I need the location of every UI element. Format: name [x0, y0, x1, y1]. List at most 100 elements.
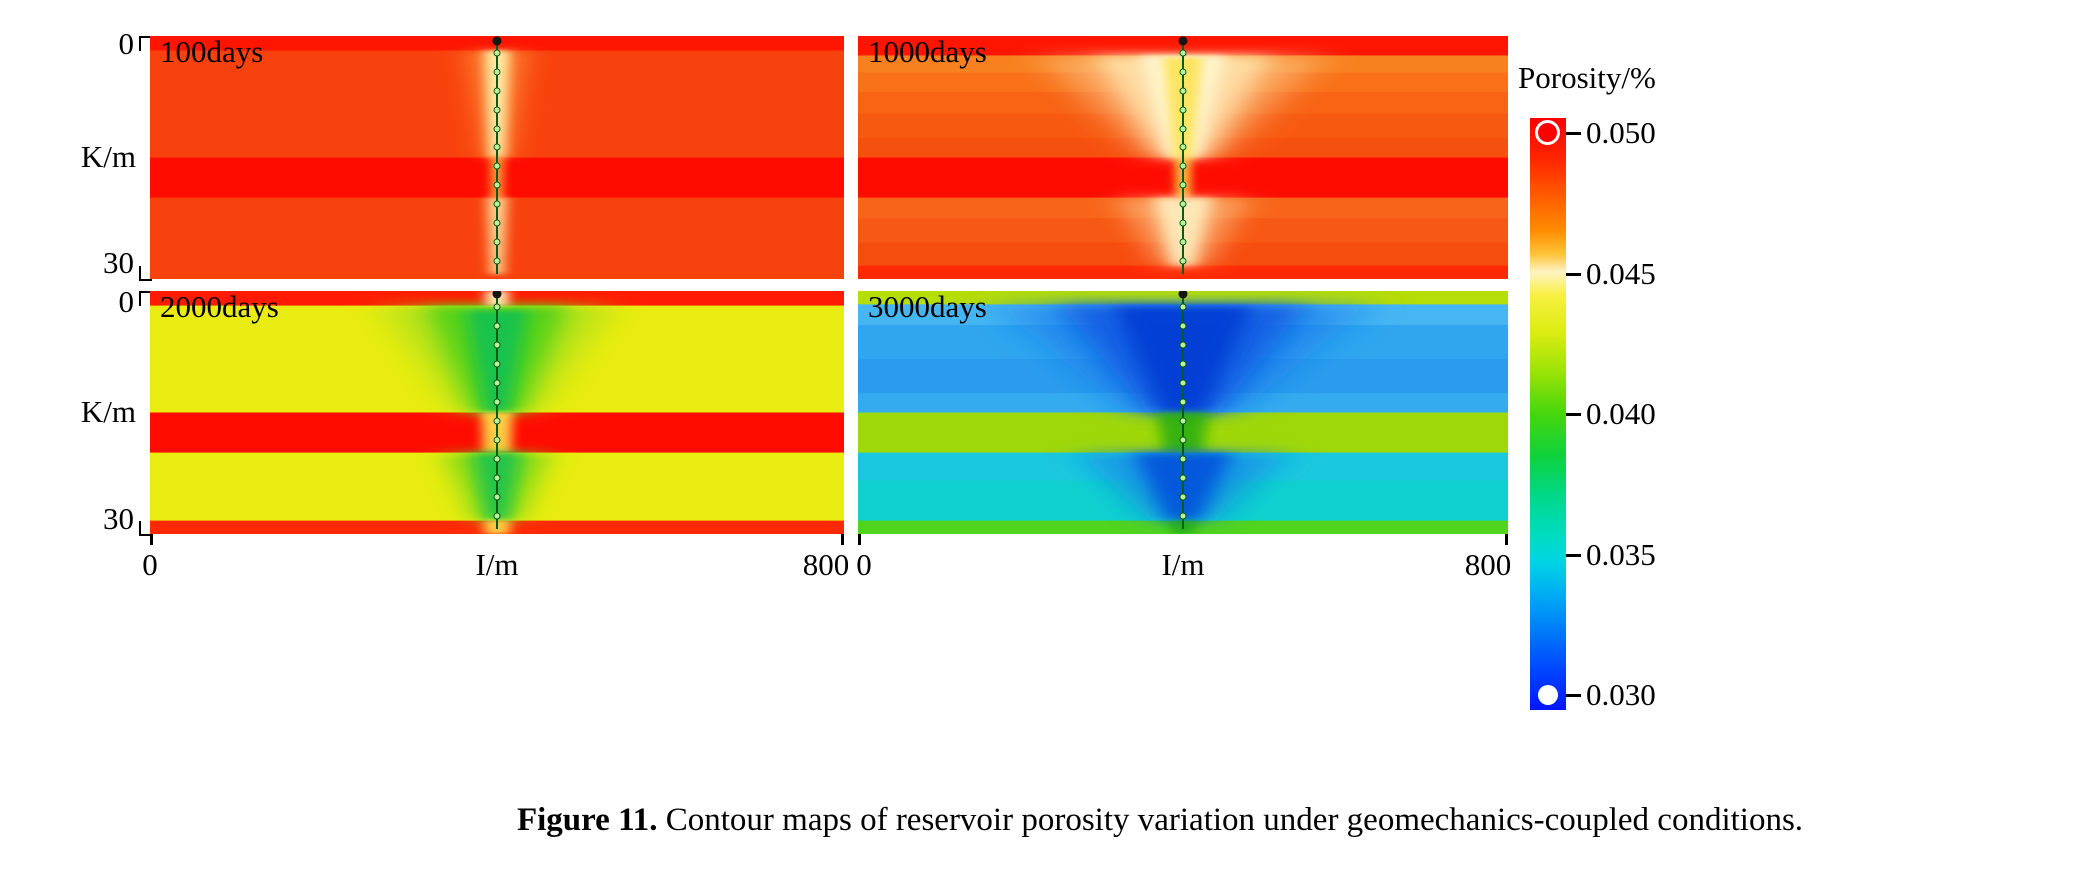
fracture-marker — [1179, 181, 1187, 189]
fracture-marker — [1179, 257, 1187, 265]
colorbar-tick-mark — [1566, 693, 1581, 697]
figure-caption-text: Contour maps of reservoir porosity varia… — [665, 802, 1804, 838]
fracture-marker — [1179, 417, 1187, 425]
figure-caption-number: Figure 11. — [516, 802, 658, 838]
panel-100days: 100days — [150, 36, 844, 279]
colorbar-tick-0035: 0.035 — [1566, 538, 1656, 572]
colorbar-tick-0040: 0.040 — [1566, 397, 1656, 431]
x-axis-tick-left-panel2 — [858, 534, 861, 545]
fracture-marker — [1179, 360, 1187, 368]
fracture-marker — [493, 257, 501, 265]
fracture-marker — [1179, 322, 1187, 330]
fracture-marker — [493, 322, 501, 330]
fracture-marker — [493, 162, 501, 170]
x-axis-tick-right-panel1 — [841, 534, 844, 545]
x-axis-min-label-panel2: 0 — [856, 547, 872, 582]
colorbar-tick-label: 0.035 — [1586, 537, 1656, 572]
fracture-well-line — [1178, 291, 1188, 530]
y-axis-title-row1: K/m — [80, 139, 136, 174]
panel-time-label-3000days: 3000days — [868, 291, 987, 324]
x-axis-max-label-panel2: 800 — [1464, 547, 1512, 582]
wellhead-dot — [1178, 36, 1188, 46]
fracture-marker — [493, 493, 501, 501]
fracture-marker — [1179, 49, 1187, 57]
colorbar-tick-mark — [1566, 272, 1581, 276]
fracture-marker — [493, 106, 501, 114]
fracture-marker — [493, 68, 501, 76]
fracture-marker — [1179, 474, 1187, 482]
fracture-marker — [493, 303, 501, 311]
colorbar-tick-0045: 0.045 — [1566, 257, 1656, 291]
fracture-marker — [493, 455, 501, 463]
x-axis-tick-left-panel1 — [150, 534, 153, 545]
y-axis-bottom-tick-mark-row1 — [139, 266, 152, 281]
colorbar-tick-mark — [1566, 412, 1581, 416]
fracture-marker — [493, 219, 501, 227]
fracture-marker — [493, 341, 501, 349]
colorbar-tick-0030: 0.030 — [1566, 678, 1656, 712]
colorbar-tick-label: 0.040 — [1586, 396, 1656, 431]
wellhead-dot — [1178, 291, 1188, 299]
fracture-marker — [493, 49, 501, 57]
colorbar-gradient — [1530, 118, 1566, 710]
y-axis-top-tick-label-row2: 0 — [118, 284, 135, 319]
y-axis-title-row2: K/m — [80, 394, 136, 429]
figure-caption: Figure 11. Contour maps of reservoir por… — [236, 802, 2084, 839]
fracture-marker — [1179, 143, 1187, 151]
wellhead-dot — [492, 36, 502, 46]
fracture-marker — [493, 436, 501, 444]
panel-3000days: 3000days — [858, 291, 1508, 534]
fracture-marker — [493, 143, 501, 151]
fracture-marker — [1179, 162, 1187, 170]
y-axis-top-tick-label-row1: 0 — [118, 26, 135, 61]
y-axis-top-tick-mark-row2 — [139, 291, 152, 306]
x-axis-max-label-panel1: 800 — [802, 547, 850, 582]
panel-time-label-100days: 100days — [160, 36, 264, 69]
colorbar-tick-0050: 0.050 — [1566, 116, 1656, 150]
x-axis-min-label-panel1: 0 — [142, 547, 158, 582]
y-axis-bottom-tick-mark-row2 — [139, 521, 152, 536]
fracture-marker — [493, 87, 501, 95]
fracture-well-line — [492, 36, 502, 275]
fracture-marker — [1179, 379, 1187, 387]
y-axis-bottom-tick-label-row1: 30 — [103, 245, 134, 280]
fracture-marker — [493, 200, 501, 208]
fracture-marker — [1179, 512, 1187, 520]
panel-time-label-1000days: 1000days — [868, 36, 987, 69]
fracture-marker — [1179, 219, 1187, 227]
x-axis-title-panel1: I/m — [475, 547, 519, 582]
fracture-marker — [1179, 106, 1187, 114]
x-axis-title-panel2: I/m — [1161, 547, 1205, 582]
fracture-marker — [1179, 125, 1187, 133]
fracture-marker — [1179, 68, 1187, 76]
fracture-well-line — [1178, 36, 1188, 275]
fracture-marker — [493, 512, 501, 520]
y-axis-top-tick-mark-row1 — [139, 36, 152, 51]
fracture-marker — [1179, 455, 1187, 463]
fracture-well-line — [492, 291, 502, 530]
fracture-marker — [1179, 200, 1187, 208]
fracture-marker — [1179, 341, 1187, 349]
fracture-marker — [1179, 398, 1187, 406]
wellhead-dot — [492, 291, 502, 299]
colorbar-tick-label: 0.045 — [1586, 256, 1656, 291]
colorbar-tick-label: 0.050 — [1586, 115, 1656, 150]
fracture-marker — [493, 360, 501, 368]
panel-2000days: 2000days — [150, 291, 844, 534]
colorbar-max-marker-circle — [1535, 120, 1560, 145]
fracture-marker — [493, 474, 501, 482]
fracture-marker — [493, 379, 501, 387]
fracture-marker — [1179, 87, 1187, 95]
colorbar-min-marker-circle — [1538, 685, 1558, 705]
fracture-marker — [1179, 493, 1187, 501]
colorbar-tick-mark — [1566, 553, 1581, 557]
colorbar-title: Porosity/% — [1518, 60, 1656, 95]
colorbar-tick-mark — [1566, 131, 1581, 135]
panel-time-label-2000days: 2000days — [160, 291, 279, 324]
fracture-marker — [493, 398, 501, 406]
x-axis-tick-right-panel2 — [1505, 534, 1508, 545]
fracture-marker — [1179, 436, 1187, 444]
panel-1000days: 1000days — [858, 36, 1508, 279]
colorbar-tick-label: 0.030 — [1586, 677, 1656, 712]
